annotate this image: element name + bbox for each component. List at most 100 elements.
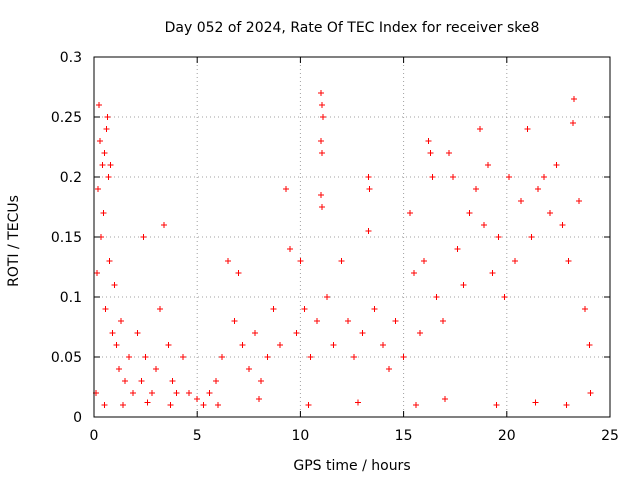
data-point [103,126,110,132]
data-point [454,246,461,252]
data-point [576,198,583,204]
y-tick-label: 0.2 [60,170,82,186]
data-point [212,378,219,384]
data-point [425,138,432,144]
data-point [547,210,554,216]
data-point [524,126,531,132]
data-point [126,354,133,360]
data-point [450,174,457,180]
data-point [100,210,107,216]
data-point [218,354,225,360]
data-point [366,186,373,192]
data-point [441,396,448,402]
data-point [412,402,419,408]
data-point [305,402,312,408]
data-point [144,399,151,406]
data-point [200,402,207,408]
y-axis-label: ROTI / TECUs [6,195,22,287]
data-point [365,228,372,234]
data-point [439,318,446,324]
data-point [258,378,265,384]
data-point [371,306,378,312]
data-point [318,138,325,144]
data-point [417,330,424,336]
data-point [105,174,112,180]
data-point [115,366,122,372]
data-point [94,270,101,276]
data-point [466,210,473,216]
data-point [206,390,213,396]
data-point [365,174,372,180]
data-point [307,354,314,360]
data-point [107,162,114,168]
data-point [319,150,326,156]
data-point [472,186,479,192]
data-point [485,162,492,168]
y-tick-label: 0.15 [51,230,82,246]
data-point [359,330,366,336]
data-point [301,306,308,312]
data-point [157,306,164,312]
data-point [565,258,572,264]
data-point [117,318,124,324]
data-point [140,234,147,240]
x-tick-label: 20 [498,428,516,444]
data-point [245,366,252,372]
data-point [99,162,106,168]
data-point [355,399,362,406]
data-point [297,258,304,264]
data-point [287,246,294,252]
y-tick-label: 0.3 [60,50,82,66]
data-point [138,378,145,384]
data-point [235,270,242,276]
data-point [481,222,488,228]
grid-layer [94,57,610,417]
data-point [96,102,103,108]
data-point [109,330,116,336]
data-point [102,306,109,312]
data-point [532,399,539,406]
data-point [239,342,246,348]
data-point [173,390,180,396]
data-point [338,258,345,264]
data-point [101,402,108,408]
data-point [161,222,168,228]
x-tick-label: 15 [395,428,413,444]
data-point [148,390,155,396]
x-axis-label: GPS time / hours [293,458,410,474]
data-point [518,198,525,204]
data-point [379,342,386,348]
data-point [528,234,535,240]
data-point [476,126,483,132]
data-point [570,96,577,102]
data-point [270,306,277,312]
data-point [264,354,271,360]
data-point [392,318,399,324]
data-point [400,354,407,360]
x-tick-label: 10 [291,428,309,444]
data-point [446,150,453,156]
y-tick-label: 0.1 [60,290,82,306]
data-point [169,378,176,384]
data-point [282,186,289,192]
data-point [563,402,570,408]
data-point [493,402,500,408]
data-point [121,378,128,384]
x-tick-label: 0 [90,428,99,444]
data-point [111,282,118,288]
data-point [386,366,393,372]
data-point [104,114,111,120]
chart-title: Day 052 of 2024, Rate Of TEC Index for r… [165,20,540,36]
data-point [569,120,576,126]
data-point [319,102,326,108]
data-point [427,150,434,156]
data-point [553,162,560,168]
data-point [505,174,512,180]
data-point [152,366,159,372]
data-point [319,204,326,210]
data-point [256,396,263,402]
data-point [134,330,141,336]
data-point [165,342,172,348]
tick-layer: 0 5 10 15 20 25 0 0.05 0.1 0.15 0.2 0.25 0.3 [51,50,619,444]
data-point [324,294,331,300]
